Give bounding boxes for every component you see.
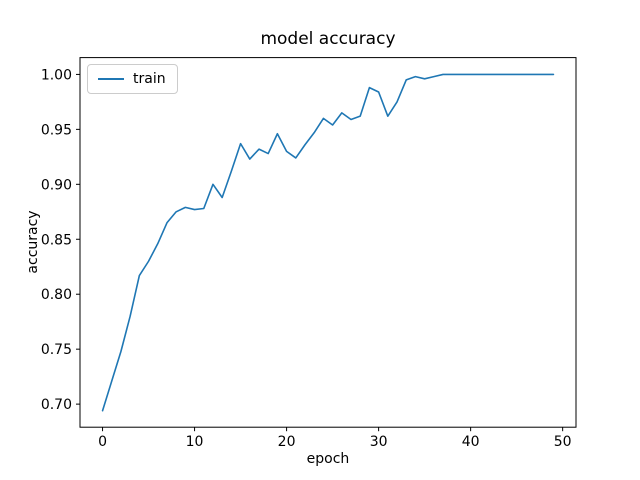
x-tick-label: 0 — [98, 434, 107, 450]
train-line-swatch — [98, 78, 124, 80]
y-tick-label: 0.95 — [41, 122, 72, 138]
y-axis-label: accuracy — [25, 210, 41, 274]
x-tick-label: 50 — [554, 434, 572, 450]
x-tick-label: 20 — [278, 434, 296, 450]
train-line — [101, 73, 555, 412]
y-tick-label: 0.70 — [41, 397, 72, 413]
y-tick-label: 1.00 — [41, 67, 72, 83]
chart-title: model accuracy — [260, 29, 396, 49]
x-tick-label: 30 — [370, 434, 388, 450]
y-tick-label: 0.85 — [41, 232, 72, 248]
x-axis-label: epoch — [306, 451, 350, 467]
x-tick-label: 10 — [186, 434, 204, 450]
y-tick-label: 0.75 — [41, 342, 72, 358]
legend-label-train: train — [133, 71, 166, 87]
plot-border — [79, 57, 577, 428]
y-tick-label: 0.80 — [41, 287, 72, 303]
legend: train — [87, 64, 178, 94]
y-tick-label: 0.90 — [41, 177, 72, 193]
x-tick-label: 40 — [462, 434, 480, 450]
